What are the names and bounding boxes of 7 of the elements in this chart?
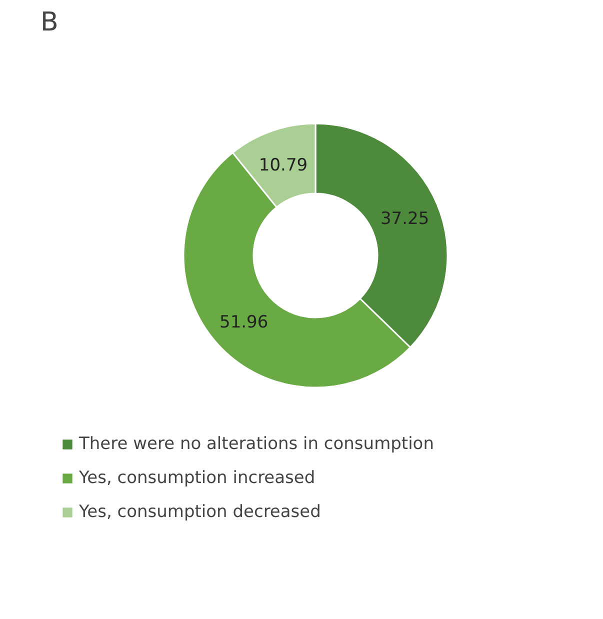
legend-label: Yes, consumption decreased [79, 502, 321, 522]
data-label: 10.79 [258, 156, 308, 176]
data-label: 51.96 [220, 312, 268, 332]
chart-title: B [40, 8, 58, 38]
data-label: 37.25 [380, 209, 430, 230]
legend-label: Yes, consumption increased [79, 468, 316, 488]
legend-label: There were no alterations in consumption [79, 434, 434, 454]
